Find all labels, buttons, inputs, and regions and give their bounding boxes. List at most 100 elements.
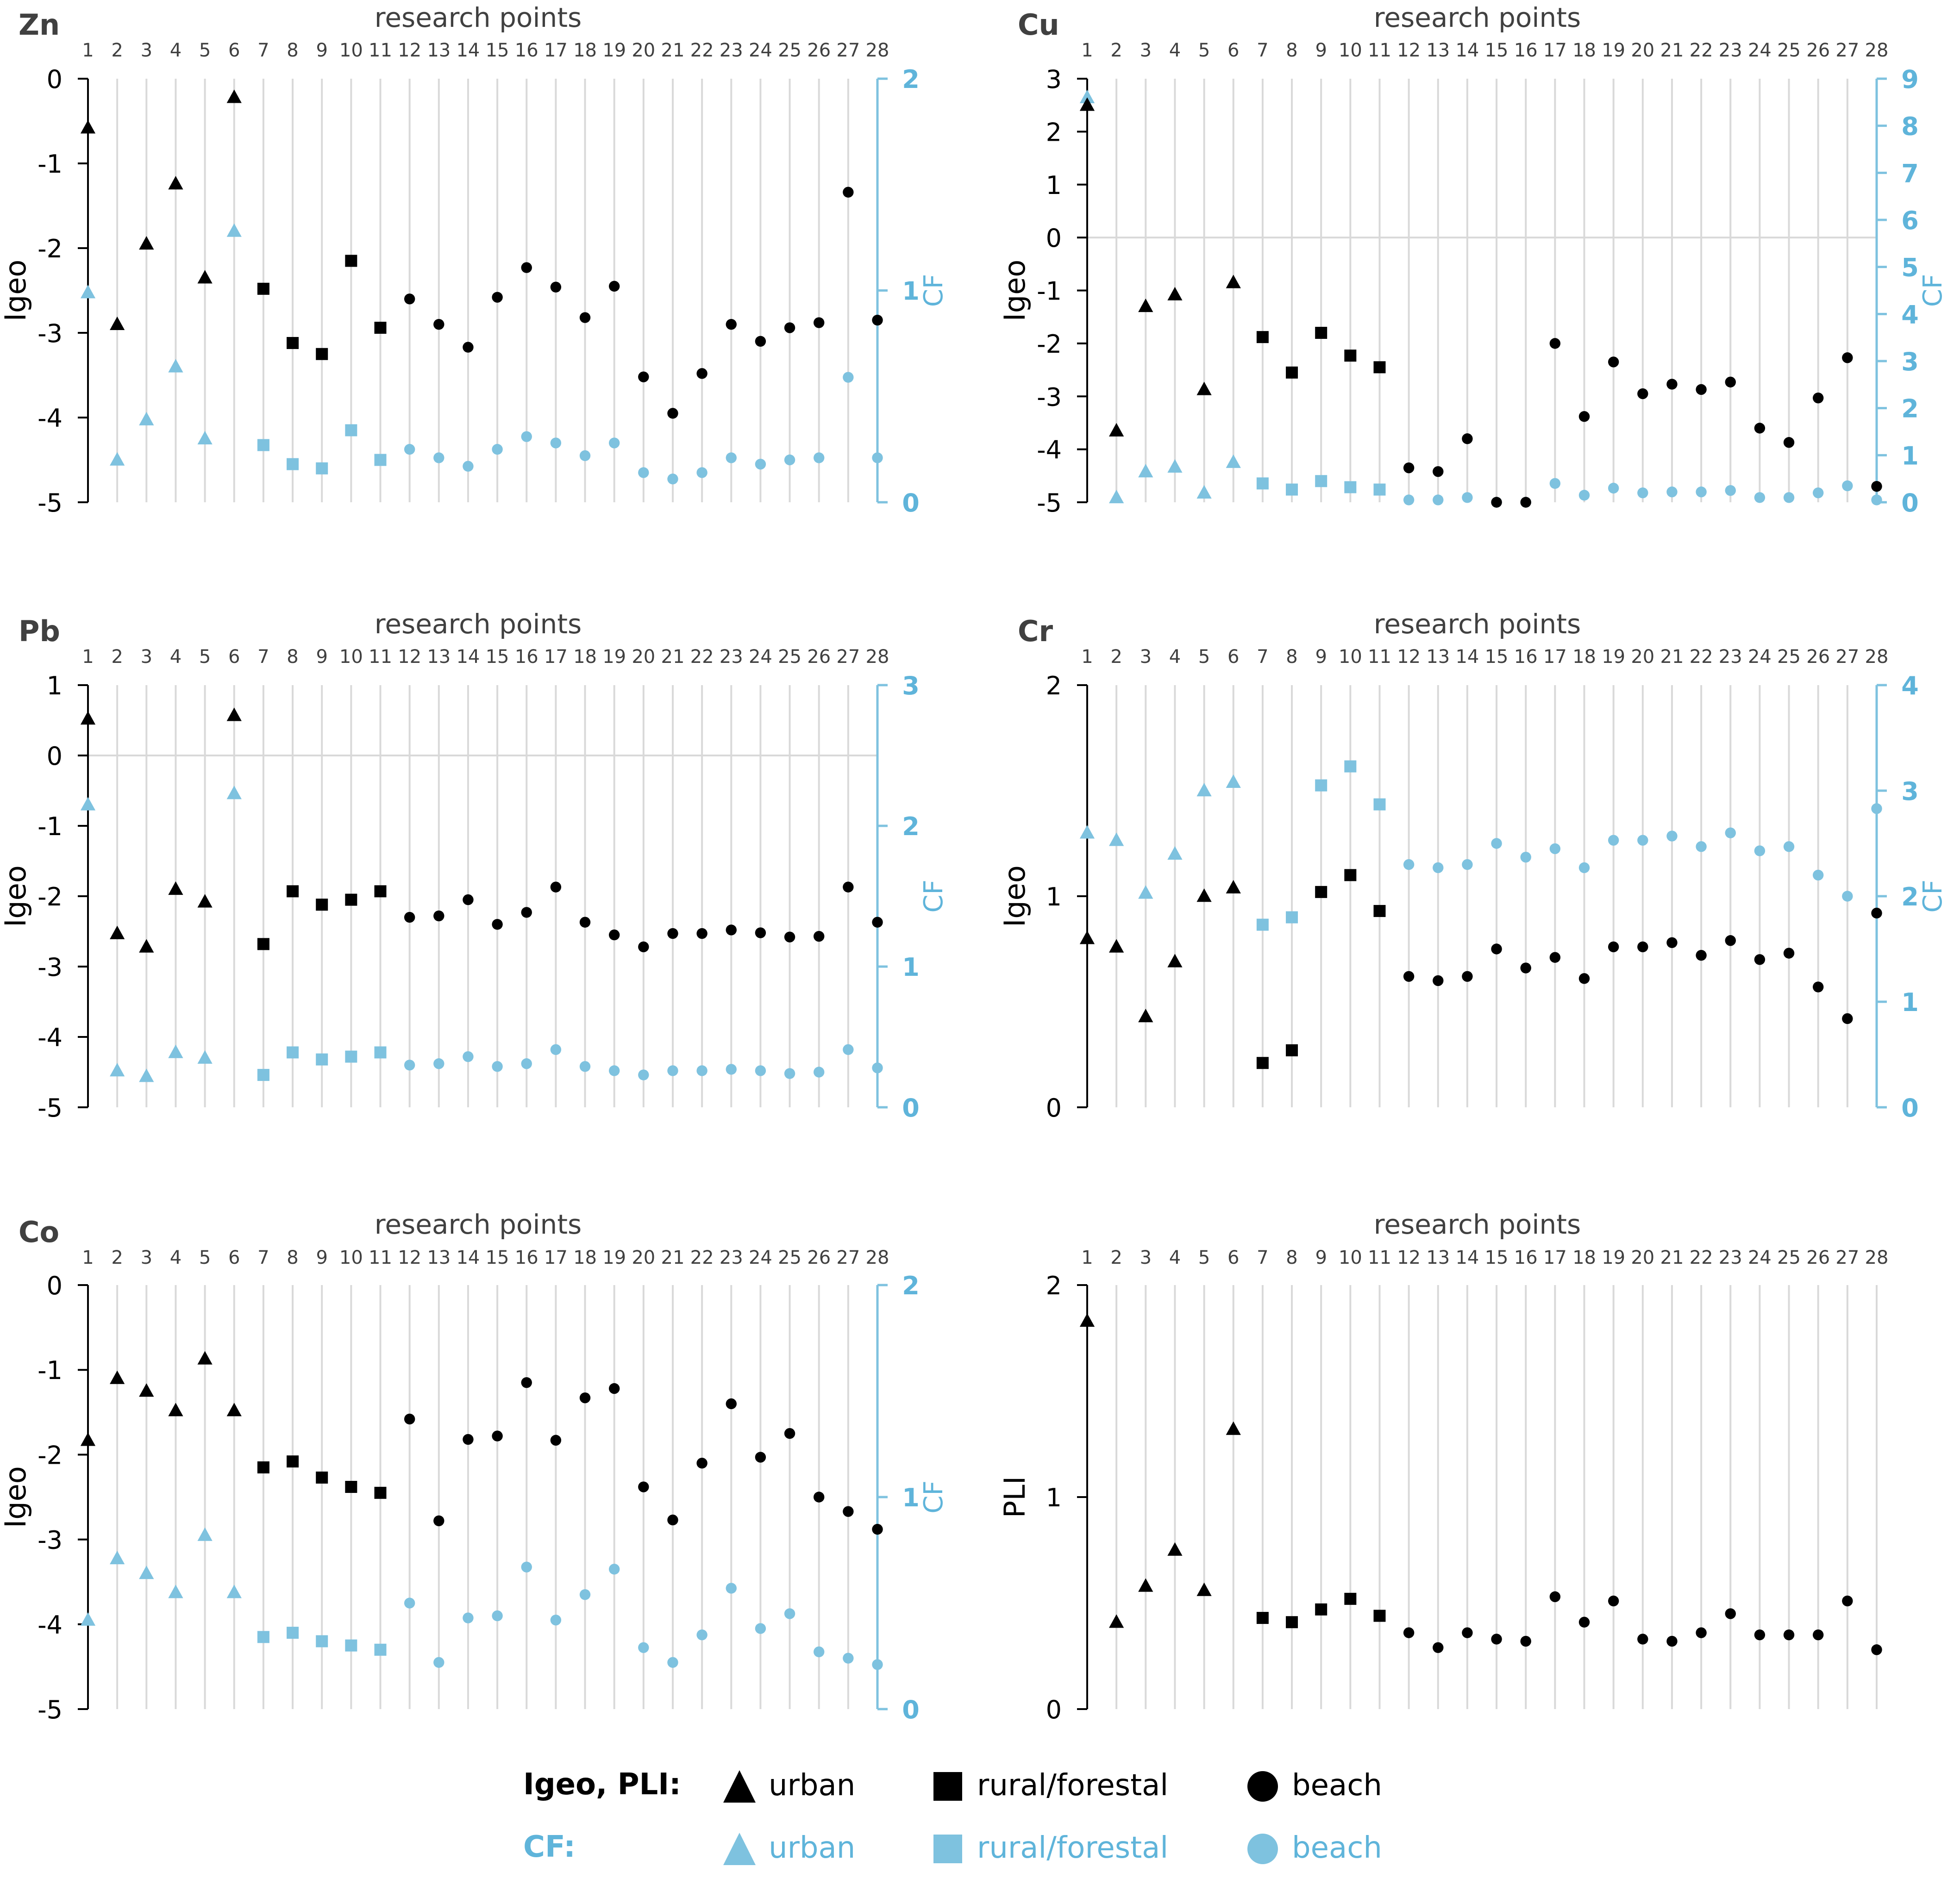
pb-x-tick-label: 26: [807, 646, 831, 668]
pli-pli-point: [1167, 1542, 1183, 1556]
pli-pli-point: [1344, 1592, 1357, 1605]
cr-x-tick-label: 6: [1227, 646, 1239, 668]
co-cf-point: [374, 1643, 387, 1656]
cr-igeo-point: [1286, 1044, 1298, 1056]
cr-cf-point: [1842, 891, 1853, 902]
cu-cf-point: [1462, 492, 1473, 503]
co-igeo-point: [168, 1403, 183, 1417]
cu-cf-point: [1842, 480, 1853, 492]
cr-igeo-point: [1666, 937, 1678, 949]
zn-cf-point: [492, 443, 503, 455]
pli-x-tick-label: 8: [1286, 1247, 1297, 1268]
cr-igeo-point: [1696, 949, 1707, 961]
pb-y2-label: CF: [919, 880, 949, 912]
co-igeo-point: [463, 1434, 474, 1445]
cr-igeo-point: [1783, 948, 1795, 959]
cu-x-tick-label: 20: [1631, 40, 1654, 61]
circle-icon: [1247, 1771, 1278, 1802]
cu-cf-point: [1138, 463, 1153, 478]
cu-cf-point: [1344, 481, 1357, 493]
co-x-tick-label: 2: [111, 1247, 123, 1268]
cu-x-tick-label: 2: [1110, 40, 1122, 61]
cu-x-tick-label: 12: [1397, 40, 1421, 61]
co-cf-point: [872, 1659, 883, 1670]
co-panel-title: Co: [19, 1215, 59, 1249]
cu-igeo-point: [1666, 379, 1678, 390]
pli-x-tick-label: 23: [1719, 1247, 1742, 1268]
cu-cf-point: [1754, 492, 1766, 503]
cr-igeo-point: [1315, 886, 1328, 898]
cr-x-tick-label: 27: [1835, 646, 1859, 668]
pb-igeo-point: [579, 917, 591, 928]
pb-y2-tick-label: 0: [902, 1093, 920, 1123]
co-x-tick-label: 5: [199, 1247, 211, 1268]
co-x-tick-label: 4: [170, 1247, 182, 1268]
co-igeo-point: [550, 1435, 562, 1446]
cu-igeo-point: [1696, 384, 1707, 395]
pb-igeo-point: [492, 919, 503, 930]
pb-y-tick-label: -3: [38, 953, 63, 982]
cr-igeo-point: [1578, 973, 1590, 984]
cu-igeo-point: [1754, 423, 1766, 434]
zn-cf-point: [521, 431, 532, 442]
pli-pli-point: [1608, 1595, 1619, 1607]
pli-x-tick-label: 3: [1140, 1247, 1152, 1268]
pb-x-tick-label: 17: [544, 646, 568, 668]
zn-cf-point: [608, 437, 620, 449]
pb-igeo-point: [316, 899, 328, 911]
cu-x-tick-label: 14: [1455, 40, 1479, 61]
cu-y2-tick-label: 3: [1901, 347, 1919, 376]
co-cf-point: [579, 1589, 591, 1600]
zn-x-tick-label: 1: [82, 40, 94, 61]
cr-x-tick-label: 14: [1455, 646, 1479, 668]
cr-igeo-point: [1520, 962, 1531, 974]
pb-cf-point: [667, 1065, 678, 1076]
cu-cf-point: [1608, 482, 1619, 494]
cu-y-tick-label: -4: [1037, 436, 1062, 465]
co-x-tick-label: 19: [602, 1247, 626, 1268]
cu-igeo-point: [1462, 433, 1473, 444]
pli-pli-point: [1403, 1627, 1415, 1638]
co-y2-tick-label: 0: [902, 1695, 920, 1724]
co-cf-point: [139, 1565, 154, 1579]
pb-y2-tick-label: 1: [902, 953, 920, 982]
co-igeo-point: [433, 1515, 445, 1526]
cr-cf-point: [1462, 859, 1473, 870]
cu-igeo-point: [1608, 356, 1619, 368]
cu-igeo-point: [1549, 338, 1561, 349]
pb-x-tick-label: 14: [456, 646, 480, 668]
pb-x-tick-label: 25: [778, 646, 802, 668]
co-x-tick-label: 9: [316, 1247, 327, 1268]
co-cf-point: [197, 1527, 213, 1541]
cu-x-tick-label: 8: [1286, 40, 1297, 61]
pli-x-tick-label: 22: [1690, 1247, 1713, 1268]
pb-cf-point: [608, 1065, 620, 1076]
cr-x-tick-label: 5: [1198, 646, 1210, 668]
zn-x-tick-label: 11: [369, 40, 392, 61]
pli-x-tick-label: 24: [1748, 1247, 1772, 1268]
co-x-tick-label: 14: [456, 1247, 480, 1268]
zn-x-tick-label: 18: [573, 40, 597, 61]
zn-igeo-point: [492, 292, 503, 303]
cr-x-tick-label: 24: [1748, 646, 1772, 668]
pb-y-tick-label: 0: [47, 742, 63, 771]
cu-y-tick-label: 2: [1046, 118, 1062, 147]
pli-x-tick-label: 2: [1110, 1247, 1122, 1268]
cu-y2-tick-label: 1: [1901, 441, 1919, 470]
pli-x-tick-label: 19: [1602, 1247, 1625, 1268]
zn-cf-point: [404, 443, 415, 455]
zn-x-tick-label: 22: [690, 40, 714, 61]
co-igeo-point: [404, 1413, 415, 1425]
pb-cf-point: [492, 1061, 503, 1072]
pb-igeo-point: [433, 910, 445, 922]
cr-panel-title: Cr: [1018, 614, 1053, 648]
pb-cf-point: [814, 1067, 825, 1078]
cu-cf-point: [1666, 486, 1678, 498]
cu-x-tick-label: 18: [1572, 40, 1596, 61]
zn-igeo-point: [287, 337, 299, 349]
pb-igeo-point: [784, 931, 795, 942]
cr-igeo-point: [1754, 954, 1766, 965]
pli-y-tick-label: 2: [1046, 1271, 1062, 1300]
circle-icon: [1247, 1834, 1278, 1864]
